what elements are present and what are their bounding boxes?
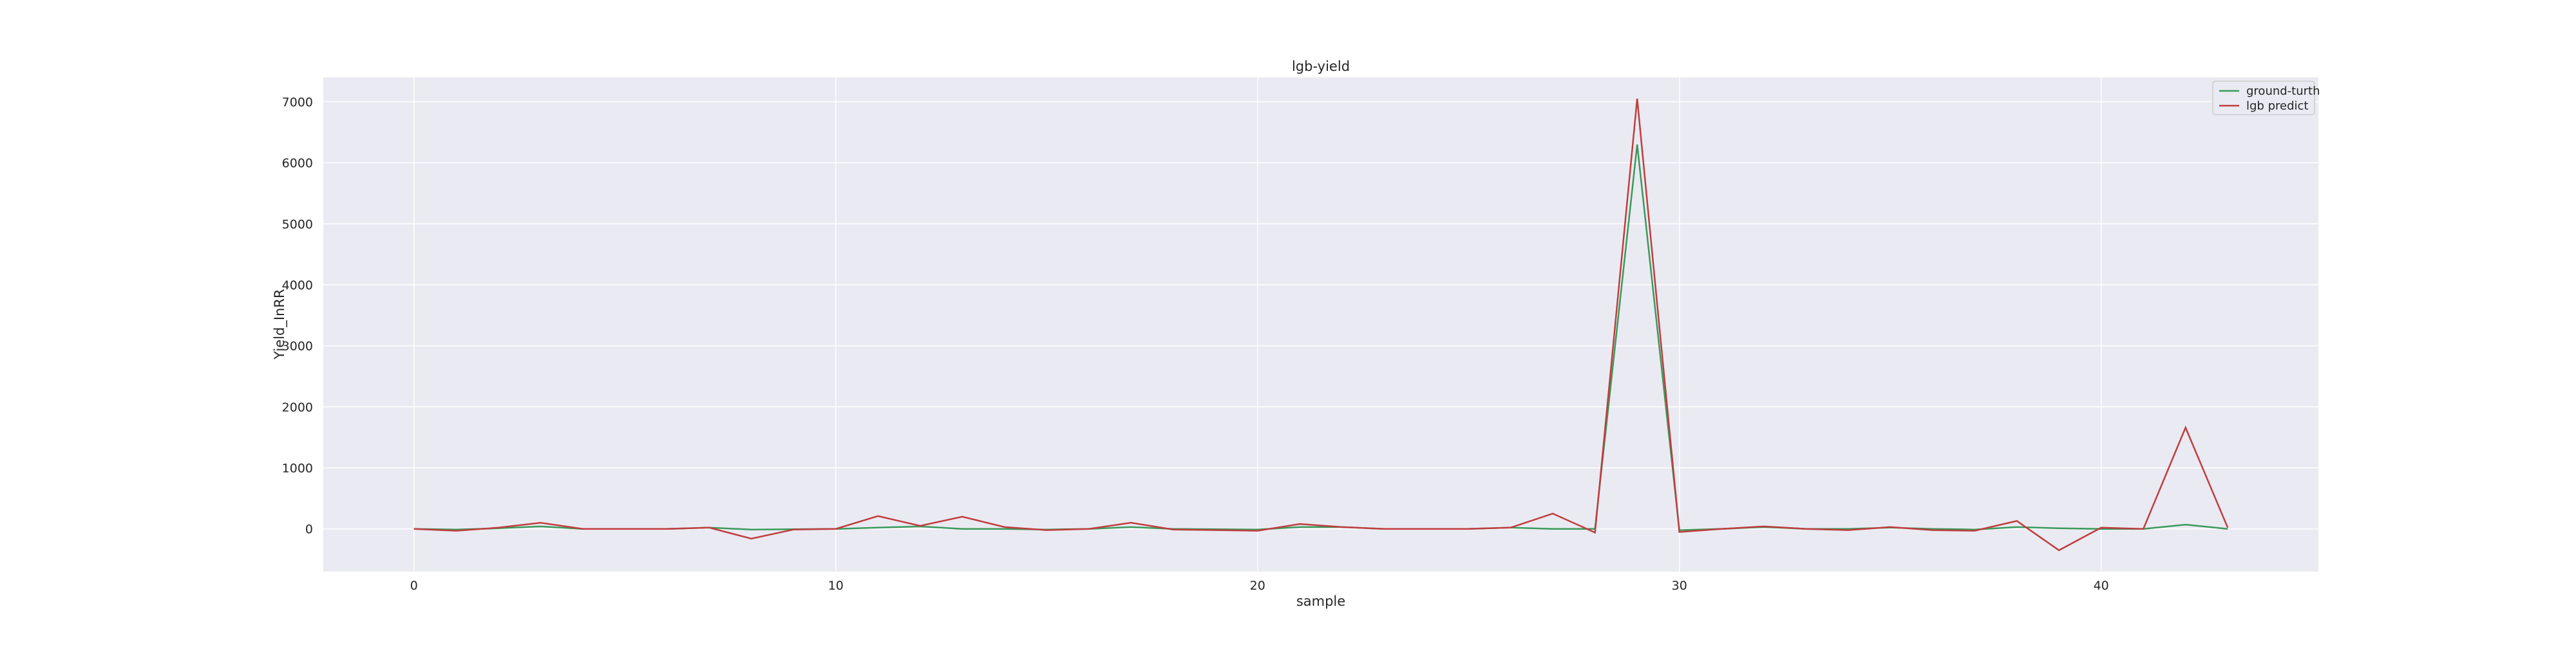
legend-label-ground-truth: ground-turth [2246, 84, 2320, 98]
legend: ground-turth lgb predict [2212, 81, 2320, 115]
x-tick-labels: 0 10 20 30 40 [410, 579, 2109, 593]
legend-label-predict: lgb predict [2246, 99, 2308, 113]
series-lines [413, 98, 2229, 552]
y-tick-labels: 0 1000 2000 3000 4000 5000 6000 7000 [282, 95, 313, 537]
series-line-predict [413, 98, 2229, 552]
x-tick-label: 30 [1672, 579, 1687, 593]
y-tick-label: 0 [305, 523, 313, 537]
y-tick-label: 3000 [282, 340, 313, 354]
y-tick-label: 4000 [282, 278, 313, 293]
x-tick-label: 0 [410, 579, 418, 593]
grid-lines [323, 77, 2318, 572]
y-tick-label: 7000 [282, 95, 313, 110]
x-tick-label: 20 [1250, 579, 1265, 593]
series-line-ground-truth [413, 144, 2228, 531]
y-tick-label: 6000 [282, 157, 313, 171]
y-tick-label: 1000 [282, 461, 313, 476]
x-axis-label: sample [1296, 594, 1345, 609]
y-axis-label: Yield_InRR [272, 289, 288, 360]
x-tick-label: 10 [828, 579, 844, 593]
y-tick-label: 2000 [282, 400, 313, 414]
x-tick-label: 40 [2094, 579, 2109, 593]
y-tick-label: 5000 [282, 217, 313, 231]
chart-title: lgb-yield [1292, 59, 1350, 74]
plot-area [323, 77, 2318, 572]
